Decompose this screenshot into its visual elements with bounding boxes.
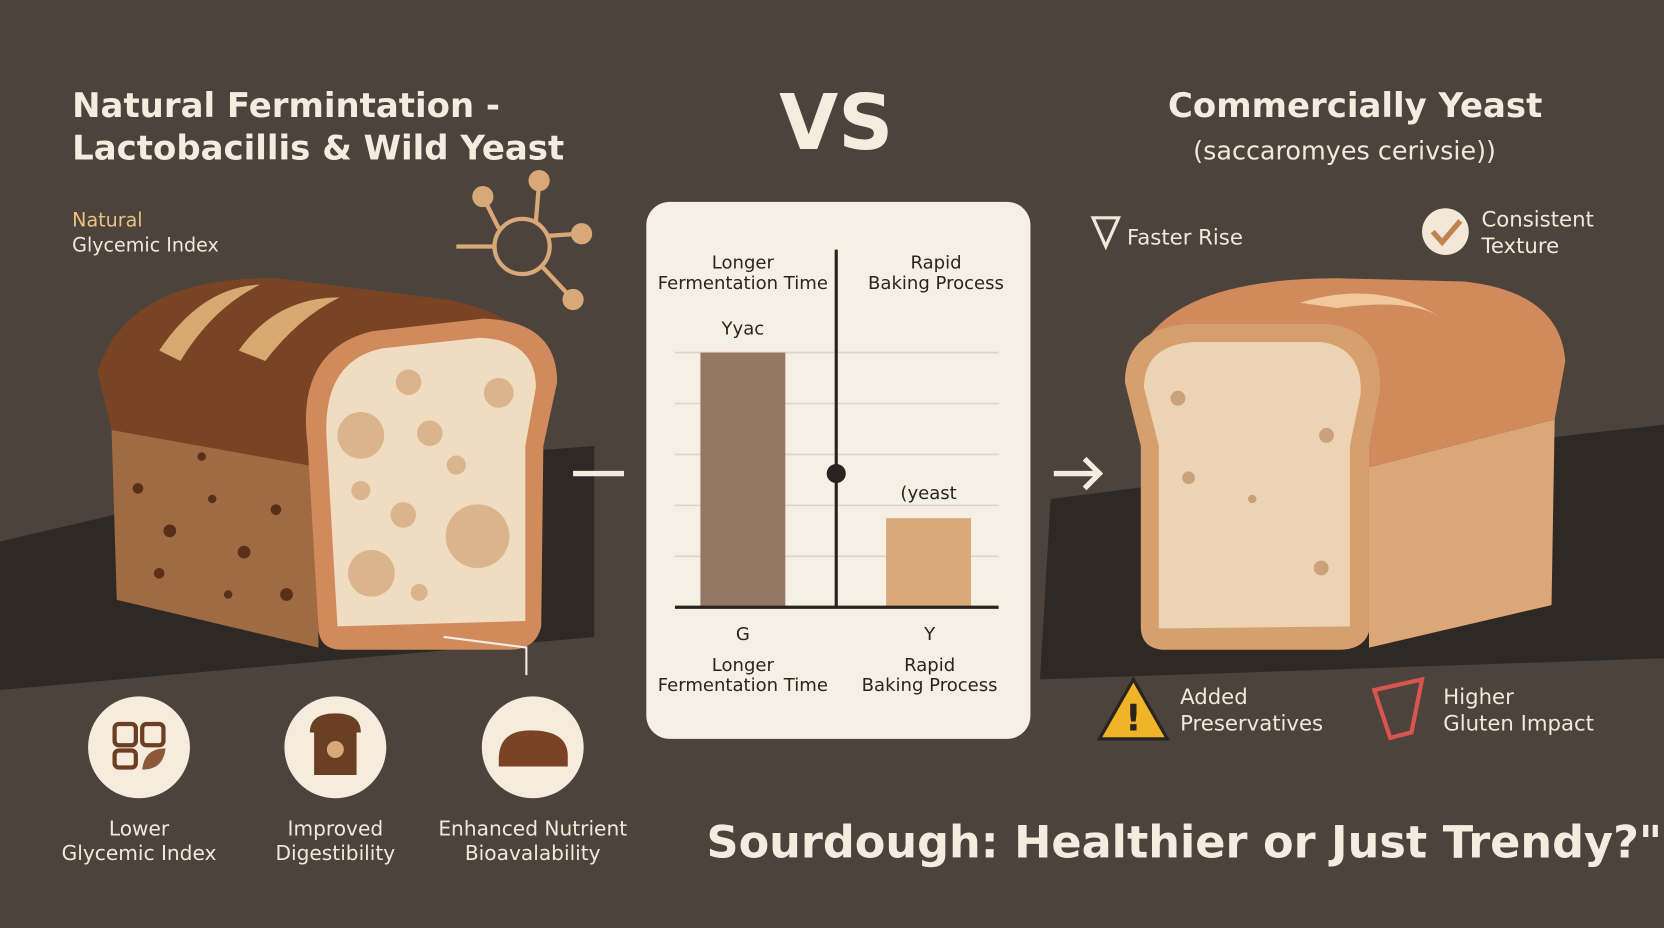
gluten-icon bbox=[1371, 676, 1425, 741]
sourdough-loaf bbox=[97, 278, 558, 650]
feature: Consistent bbox=[1481, 207, 1593, 232]
panel-label: Baking Process bbox=[862, 675, 998, 696]
bar-label: Yyac bbox=[721, 319, 765, 340]
benefit: Bioavalability bbox=[465, 841, 601, 865]
panel-label: Baking Process bbox=[868, 273, 1004, 294]
left-label: Glycemic Index bbox=[72, 234, 219, 257]
panel-label: Rapid bbox=[904, 655, 955, 676]
benefit: Digestibility bbox=[275, 841, 395, 865]
dot bbox=[826, 464, 846, 484]
left-title: Lactobacillis & Wild Yeast bbox=[72, 128, 564, 168]
vs: VS bbox=[779, 79, 893, 168]
panel-label: Rapid bbox=[910, 253, 961, 274]
rise-icon bbox=[1090, 216, 1121, 251]
feature: Texture bbox=[1480, 234, 1559, 259]
warning: Added bbox=[1180, 685, 1248, 710]
molecule-icon bbox=[456, 170, 593, 311]
benefit: Lower bbox=[109, 816, 170, 840]
headline: Sourdough: Healthier or Just Trendy?" bbox=[706, 817, 1662, 869]
yeast-loaf bbox=[1124, 278, 1566, 650]
warning: Preservatives bbox=[1180, 711, 1323, 736]
benefit-icons bbox=[88, 696, 584, 799]
warning: Gluten Impact bbox=[1443, 711, 1594, 736]
bar-label: (yeast bbox=[900, 483, 956, 504]
left-label: Natural bbox=[72, 208, 142, 231]
warning-icon bbox=[1096, 676, 1171, 741]
check-icon bbox=[1422, 208, 1469, 255]
axis-mark: Y bbox=[923, 624, 936, 645]
connector bbox=[443, 635, 528, 676]
feature: Faster Rise bbox=[1127, 225, 1243, 250]
panel-label: Longer bbox=[712, 655, 775, 676]
axis-mark: G bbox=[736, 624, 750, 645]
bar bbox=[886, 518, 972, 608]
panel-label: Fermentation Time bbox=[658, 675, 828, 696]
panel-label: Fermentation Time bbox=[658, 273, 828, 294]
right-title: Commercially Yeast bbox=[1168, 86, 1542, 126]
benefit: Glycemic Index bbox=[62, 841, 217, 865]
warning-mark: ! bbox=[1125, 697, 1141, 739]
left-title: Natural Fermintation - bbox=[72, 86, 500, 126]
right-subtitle: (saccaromyes cerivsie)) bbox=[1193, 136, 1496, 166]
warning: Higher bbox=[1443, 685, 1514, 710]
benefit: Improved bbox=[288, 816, 384, 840]
bar bbox=[700, 352, 786, 608]
benefit: Enhanced Nutrient bbox=[438, 816, 627, 840]
arrow bbox=[1053, 456, 1104, 491]
check-mark bbox=[1430, 219, 1463, 247]
panel-label: Longer bbox=[712, 253, 775, 274]
